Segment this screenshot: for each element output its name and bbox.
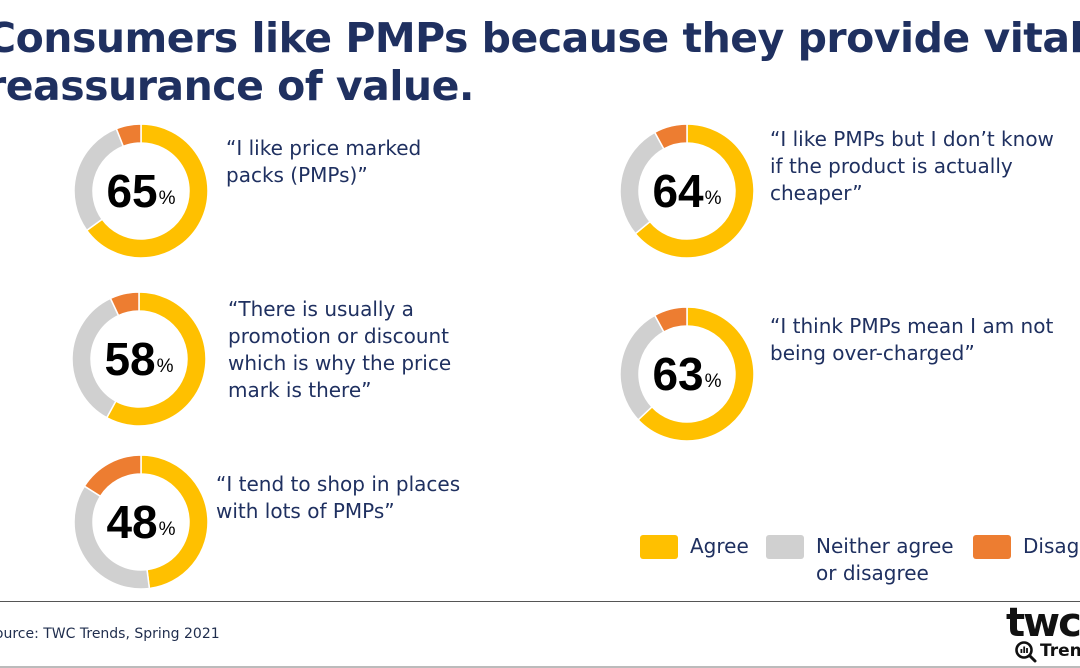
legend-swatch-neither [766,535,804,559]
donut-segment-agree [634,124,754,258]
quote-price-marked-packs: “I like price marked packs (PMPs)” [226,135,421,189]
donut-value-percent: % [704,188,722,209]
donut-segment-disagree [109,292,140,317]
donut-value: 63% [620,307,754,441]
legend-label-agree: Agree [690,533,749,560]
quote-line: “I think PMPs mean I am not [770,314,1054,338]
page-title-line-1: Consumers like PMPs because they provide… [0,14,1080,62]
quote-line: which is why the price [228,351,452,375]
donut-value-percent: % [156,356,174,377]
quote-line: with lots of PMPs” [216,499,395,523]
twc-trends-logo: twc Trends [1006,600,1080,668]
legend-label-neither: Neither agree or disagree [816,533,954,587]
donut-svg [74,455,208,589]
footer-divider [0,601,1080,602]
legend-swatch-disagree [973,535,1011,559]
legend-swatch-agree [640,535,678,559]
quote-line: “There is usually a [228,297,414,321]
donut-chart-promotion-discount: 58% [72,292,206,426]
donut-value-number: 63 [652,348,704,400]
donut-value-number: 64 [652,165,704,217]
donut-value-number: 58 [104,333,156,385]
legend-label-line: or disagree [816,561,929,585]
donut-segment-agree [637,307,754,441]
donut-chart-price-marked-packs: 65% [74,124,208,258]
quote-actually-cheaper: “I like PMPs but I don’t know if the pro… [770,126,1054,207]
donut-value-percent: % [704,371,722,392]
logo-subtitle: Trends [1040,641,1080,661]
donut-value: 64% [620,124,754,258]
quote-line: “I like price marked [226,136,422,160]
source-note: Source: TWC Trends, Spring 2021 [0,626,220,642]
quote-line: packs (PMPs)” [226,163,368,187]
quote-line: “I tend to shop in places [216,472,461,496]
logo-wordmark: twc [1006,600,1080,646]
legend-disagree: Disagree [973,533,1080,560]
quote-promotion-discount: “There is usually a promotion or discoun… [228,296,451,404]
quote-over-charged: “I think PMPs mean I am not being over-c… [770,313,1053,367]
magnifier-chart-icon [1015,641,1037,663]
donut-value: 48% [74,455,208,589]
quote-line: cheaper” [770,181,863,205]
donut-segment-agree [85,124,208,258]
quote-line: “I like PMPs but I don’t know [770,127,1054,151]
donut-chart-shop-places: 48% [74,455,208,589]
quote-line: if the product is actually [770,154,1013,178]
legend-neither: Neither agree or disagree [766,533,954,587]
donut-value-percent: % [158,188,176,209]
page-title: Consumers like PMPs because they provide… [0,14,1080,110]
donut-chart-actually-cheaper: 64% [620,124,754,258]
donut-svg [620,307,754,441]
donut-value: 65% [74,124,208,258]
legend-agree: Agree [640,533,749,560]
quote-line: being over-charged” [770,341,975,365]
donut-segment-disagree [83,455,142,498]
legend-label-line: Agree [690,534,749,558]
donut-segment-disagree [653,307,688,333]
donut-segment-disagree [653,124,688,150]
donut-value-number: 65 [106,165,158,217]
donut-segment-disagree [115,124,142,148]
page-title-line-2: reassurance of value. [0,62,474,110]
legend-label-disagree: Disagree [1023,533,1080,560]
donut-value-percent: % [158,519,176,540]
donut-svg [620,124,754,258]
donut-chart-over-charged: 63% [620,307,754,441]
donut-value-number: 48 [106,496,158,548]
donut-value: 58% [72,292,206,426]
donut-svg [72,292,206,426]
donut-svg [74,124,208,258]
quote-line: promotion or discount [228,324,450,348]
donut-segment-agree [105,292,206,426]
legend-label-line: Disagree [1023,534,1080,558]
bottom-border [0,666,1080,668]
legend-label-line: Neither agree [816,534,954,558]
quote-shop-places: “I tend to shop in places with lots of P… [216,471,460,525]
quote-line: mark is there” [228,378,372,402]
